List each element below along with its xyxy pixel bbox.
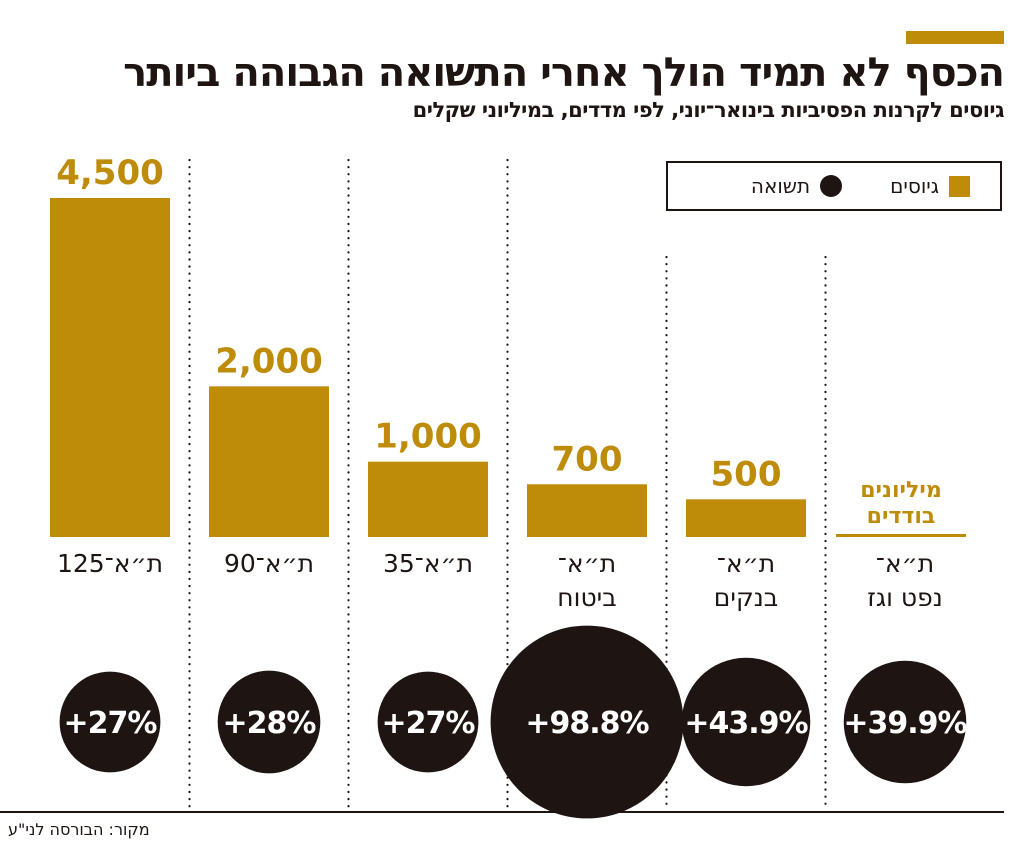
category-label: ת״א־125 [57,549,163,578]
bar-value-label: 4,500 [56,153,164,193]
bar [686,499,806,537]
category-label: ביטוח [557,583,616,612]
return-circle [217,670,321,774]
legend-label-fundraising: גיוסים [890,174,939,198]
chart-title: הכסף לא תמיד הולך אחרי התשואה הגבוהה ביו… [123,50,1005,96]
bar-value-label: 1,000 [374,417,482,457]
return-circle [681,657,811,787]
bar [368,461,488,537]
category-label: ת״א־90 [224,549,314,578]
legend: גיוסים תשואה [666,161,1002,211]
bar-value-label: 500 [711,454,782,494]
bar-value-label: 2,000 [215,341,323,381]
return-circle [59,671,161,773]
accent-bar [906,31,1004,44]
category-label: ת״א־35 [383,549,473,578]
return-circle [843,660,967,784]
bar [527,484,647,537]
source-note: מקור: הבורסה לני"ע [8,820,150,839]
return-circle [490,625,684,819]
legend-circle-icon [820,175,843,197]
return-label: +43.9% [684,706,808,741]
return-circle [377,671,479,773]
category-label: ת״א־ [558,549,616,578]
bar [209,386,329,537]
legend-square-icon [949,175,970,197]
legend-label-return: תשואה [750,174,811,198]
category-label: ת״א־ [876,549,934,578]
bar-value-label: 700 [552,439,623,479]
annotation-few-millions: מיליונים בודדים [836,478,966,537]
return-label: +28% [223,706,317,741]
category-label: בנקים [714,583,778,612]
bar [50,198,170,537]
return-label: +27% [382,706,476,741]
return-label: +98.8% [525,706,649,741]
category-label: ת״א־ [717,549,775,578]
chart-subtitle: גיוסים לקרנות הפסיביות בינואר־יוני, לפי … [412,98,1005,122]
legend-item-fundraising: גיוסים [890,174,970,198]
category-label: נפט וגז [867,583,943,612]
return-label: +39.9% [843,706,967,741]
legend-item-return: תשואה [750,174,843,198]
return-label: +27% [64,706,158,741]
